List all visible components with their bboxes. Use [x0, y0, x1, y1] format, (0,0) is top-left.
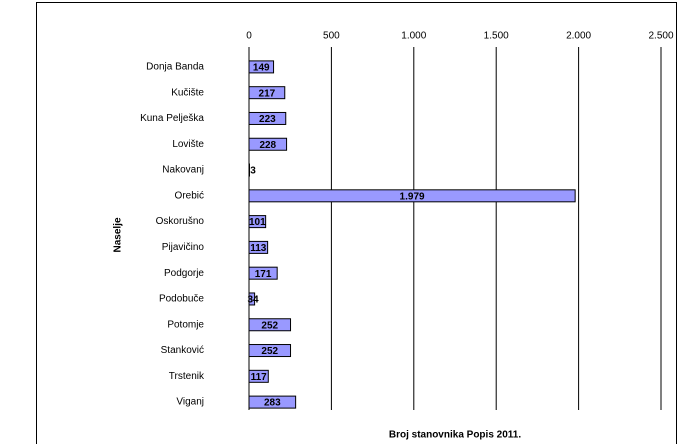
- value-label: 283: [264, 398, 281, 409]
- value-label: 228: [259, 140, 276, 151]
- y-tick-label: Viganj: [176, 397, 204, 408]
- bar: [248, 292, 256, 306]
- y-tick-label: Potomje: [167, 319, 204, 330]
- bar: [248, 369, 269, 383]
- x-axis-title: Broj stanovnika Popis 2011.: [389, 430, 521, 441]
- y-tick-label: Oskorušno: [156, 216, 205, 227]
- bar: [248, 266, 278, 280]
- x-tick-label: 1.000: [401, 31, 426, 42]
- bar: [248, 395, 297, 409]
- value-label: 3: [250, 166, 256, 177]
- x-tick-label: 500: [323, 31, 340, 42]
- value-label: 1.979: [400, 191, 425, 202]
- bar: [248, 240, 269, 254]
- bar: [248, 60, 275, 74]
- value-label: 34: [247, 295, 259, 306]
- value-label: 113: [250, 243, 267, 254]
- value-label: 252: [261, 346, 278, 357]
- y-axis-title: Naselje: [113, 217, 124, 252]
- y-tick-label: Pijavičino: [162, 242, 205, 253]
- x-tick-label: 0: [246, 31, 252, 42]
- bar: [248, 111, 287, 125]
- x-tick-label: 2.500: [648, 31, 673, 42]
- y-tick-label: Orebić: [175, 190, 204, 201]
- x-tick-label: 2.000: [566, 31, 591, 42]
- bar: [248, 86, 286, 100]
- value-label: 117: [251, 372, 268, 383]
- x-tick-label: 1.500: [484, 31, 509, 42]
- bar: [248, 189, 576, 203]
- value-label: 149: [253, 63, 270, 74]
- y-tick-label: Podobuče: [159, 294, 204, 305]
- bar: [248, 344, 292, 358]
- value-label: 101: [249, 217, 266, 228]
- y-tick-label: Kučište: [171, 87, 204, 98]
- bar: [248, 137, 288, 151]
- chart-frame: [36, 2, 677, 444]
- bar: [248, 318, 292, 332]
- y-tick-label: Podgorje: [164, 268, 204, 279]
- y-tick-label: Kuna Pelješka: [140, 113, 204, 124]
- y-tick-label: Donja Banda: [146, 62, 204, 73]
- y-tick-label: Trstenik: [169, 371, 205, 382]
- value-label: 217: [259, 88, 276, 99]
- y-tick-label: Nakovanj: [162, 165, 204, 176]
- y-tick-label: Stanković: [161, 345, 204, 356]
- bar: [248, 215, 267, 229]
- value-label: 252: [261, 320, 278, 331]
- value-label: 171: [255, 269, 272, 280]
- value-label: 223: [259, 114, 276, 125]
- y-tick-label: Lovište: [172, 139, 204, 150]
